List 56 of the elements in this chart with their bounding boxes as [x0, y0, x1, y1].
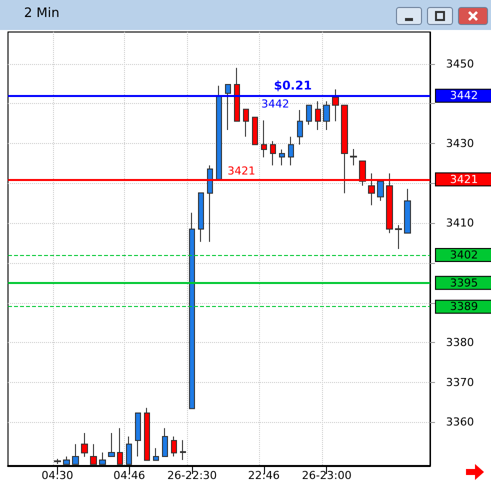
ref-line-label: 3389 [450, 300, 478, 314]
candlestick [404, 188, 411, 234]
candlestick [171, 436, 177, 457]
candlestick [332, 88, 339, 122]
candlestick [323, 100, 330, 130]
candlestick [288, 136, 294, 166]
candlestick [135, 412, 141, 457]
candlestick [153, 448, 159, 461]
ref-line-label: 3442 [450, 89, 478, 102]
ref-line-label: 3395 [450, 276, 478, 290]
candlestick [117, 428, 123, 466]
candlestick [99, 452, 106, 466]
candlestick [243, 108, 249, 138]
annotation: 3421 [227, 164, 256, 178]
candlestick [72, 444, 79, 466]
candlestick [207, 164, 213, 242]
candlestick [54, 458, 61, 465]
candlestick [252, 116, 258, 146]
candlestick [297, 110, 303, 146]
ref-line-label: 3402 [450, 248, 478, 262]
candlestick [162, 428, 168, 457]
chart-title: 2 Min [24, 6, 60, 21]
candlestick [261, 120, 267, 158]
candlestick [350, 148, 357, 166]
ref-line-label: 3421 [450, 172, 478, 186]
candlestick [144, 407, 150, 461]
annotation: $0.21 [274, 78, 312, 93]
candlestick [180, 440, 186, 461]
y-tick-label: 3370 [446, 376, 474, 389]
candlestick [198, 192, 204, 242]
candlestick [234, 67, 240, 122]
candlestick [315, 100, 321, 130]
candlestick [279, 148, 285, 166]
y-tick-label: 3410 [446, 216, 474, 230]
candlestick [377, 180, 384, 202]
candlestick [216, 85, 222, 180]
candlestick [81, 432, 88, 458]
y-tick-label: 3450 [446, 57, 474, 70]
candlestick [189, 212, 195, 410]
candlestick [126, 436, 132, 466]
x-tick-label: 26-22:30 [167, 469, 217, 482]
candlestick [306, 104, 312, 126]
y-tick-label: 3380 [446, 336, 474, 350]
candlestick [395, 224, 402, 250]
x-tick-label: 26-23:00 [302, 469, 352, 482]
x-tick-label: 04:30 [42, 469, 74, 482]
y-tick-label: 3360 [446, 416, 474, 429]
candlestick [63, 456, 70, 466]
candlestick [108, 432, 115, 458]
candlestick [225, 84, 231, 130]
annotation: 3442 [261, 98, 290, 111]
x-tick-label: 22:46 [248, 469, 280, 482]
y-tick-label: 3430 [446, 136, 474, 150]
candlestick [270, 140, 276, 166]
candlestick [90, 444, 97, 466]
x-tick-label: 04:46 [113, 469, 146, 482]
